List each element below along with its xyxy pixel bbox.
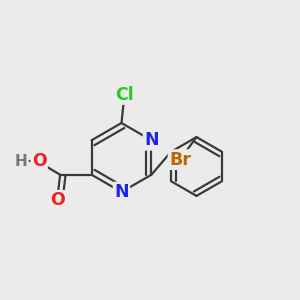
Text: H: H <box>15 154 28 169</box>
Text: O: O <box>50 191 64 209</box>
Text: Br: Br <box>169 151 191 169</box>
Text: N: N <box>114 183 129 201</box>
Text: Cl: Cl <box>115 85 134 103</box>
Text: O: O <box>32 152 46 170</box>
Text: N: N <box>144 131 159 149</box>
